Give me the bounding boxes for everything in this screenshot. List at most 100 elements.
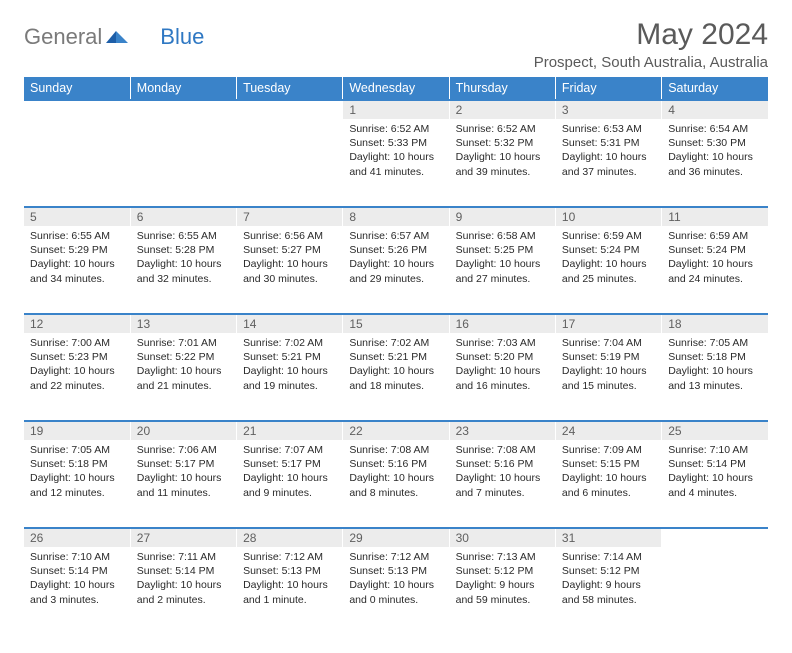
day-cell: Sunrise: 7:00 AMSunset: 5:23 PMDaylight:… [24, 333, 130, 421]
day-cell-body: Sunrise: 6:57 AMSunset: 5:26 PMDaylight:… [343, 226, 448, 292]
day-number-cell: 23 [449, 421, 555, 440]
day-cell: Sunrise: 7:08 AMSunset: 5:16 PMDaylight:… [449, 440, 555, 528]
day-cell: Sunrise: 7:02 AMSunset: 5:21 PMDaylight:… [237, 333, 343, 421]
day-number-cell [662, 528, 768, 547]
month-title: May 2024 [534, 18, 768, 52]
day-cell: Sunrise: 7:10 AMSunset: 5:14 PMDaylight:… [24, 547, 130, 635]
day-cell-body: Sunrise: 7:05 AMSunset: 5:18 PMDaylight:… [24, 440, 130, 506]
day-cell [130, 119, 236, 207]
logo-text-blue: Blue [160, 24, 204, 50]
day-cell-body: Sunrise: 6:52 AMSunset: 5:32 PMDaylight:… [450, 119, 555, 185]
day-cell-body: Sunrise: 7:10 AMSunset: 5:14 PMDaylight:… [24, 547, 130, 613]
day-cell-body: Sunrise: 7:09 AMSunset: 5:15 PMDaylight:… [556, 440, 661, 506]
day-number-cell: 17 [555, 314, 661, 333]
day-cell: Sunrise: 7:14 AMSunset: 5:12 PMDaylight:… [555, 547, 661, 635]
day-cell-body: Sunrise: 7:11 AMSunset: 5:14 PMDaylight:… [131, 547, 236, 613]
day-cell-body: Sunrise: 7:00 AMSunset: 5:23 PMDaylight:… [24, 333, 130, 399]
day-cell: Sunrise: 7:10 AMSunset: 5:14 PMDaylight:… [662, 440, 768, 528]
day-number-cell [24, 100, 130, 119]
day-cell-body: Sunrise: 7:10 AMSunset: 5:14 PMDaylight:… [662, 440, 768, 506]
day-cell-body: Sunrise: 7:12 AMSunset: 5:13 PMDaylight:… [343, 547, 448, 613]
day-number-cell: 22 [343, 421, 449, 440]
day-number-cell: 16 [449, 314, 555, 333]
day-cell-body [662, 547, 768, 556]
day-cell: Sunrise: 6:52 AMSunset: 5:33 PMDaylight:… [343, 119, 449, 207]
day-cell-body: Sunrise: 7:02 AMSunset: 5:21 PMDaylight:… [343, 333, 448, 399]
day-cell-body: Sunrise: 7:02 AMSunset: 5:21 PMDaylight:… [237, 333, 342, 399]
day-cell: Sunrise: 7:04 AMSunset: 5:19 PMDaylight:… [555, 333, 661, 421]
day-number-cell: 30 [449, 528, 555, 547]
day-number-cell: 25 [662, 421, 768, 440]
calendar-page: General Blue May 2024 Prospect, South Au… [0, 0, 792, 653]
calendar-thead: SundayMondayTuesdayWednesdayThursdayFrid… [24, 77, 768, 100]
day-cell: Sunrise: 7:02 AMSunset: 5:21 PMDaylight:… [343, 333, 449, 421]
day-cell-body: Sunrise: 6:59 AMSunset: 5:24 PMDaylight:… [662, 226, 768, 292]
day-content-row: Sunrise: 7:05 AMSunset: 5:18 PMDaylight:… [24, 440, 768, 528]
day-cell: Sunrise: 6:54 AMSunset: 5:30 PMDaylight:… [662, 119, 768, 207]
day-cell: Sunrise: 7:07 AMSunset: 5:17 PMDaylight:… [237, 440, 343, 528]
day-cell: Sunrise: 6:59 AMSunset: 5:24 PMDaylight:… [662, 226, 768, 314]
day-number-cell: 1 [343, 100, 449, 119]
day-number-cell: 19 [24, 421, 130, 440]
day-cell: Sunrise: 7:01 AMSunset: 5:22 PMDaylight:… [130, 333, 236, 421]
day-cell-body: Sunrise: 7:04 AMSunset: 5:19 PMDaylight:… [556, 333, 661, 399]
day-cell: Sunrise: 7:13 AMSunset: 5:12 PMDaylight:… [449, 547, 555, 635]
location-subtitle: Prospect, South Australia, Australia [534, 54, 768, 71]
day-content-row: Sunrise: 7:00 AMSunset: 5:23 PMDaylight:… [24, 333, 768, 421]
day-header: Monday [130, 77, 236, 100]
day-cell-body: Sunrise: 7:08 AMSunset: 5:16 PMDaylight:… [343, 440, 448, 506]
day-cell: Sunrise: 7:11 AMSunset: 5:14 PMDaylight:… [130, 547, 236, 635]
day-number-cell: 9 [449, 207, 555, 226]
day-number-cell: 13 [130, 314, 236, 333]
day-content-row: Sunrise: 6:55 AMSunset: 5:29 PMDaylight:… [24, 226, 768, 314]
day-cell: Sunrise: 7:05 AMSunset: 5:18 PMDaylight:… [24, 440, 130, 528]
day-cell: Sunrise: 6:55 AMSunset: 5:29 PMDaylight:… [24, 226, 130, 314]
day-number-cell: 4 [662, 100, 768, 119]
day-number-cell: 28 [237, 528, 343, 547]
day-cell: Sunrise: 6:56 AMSunset: 5:27 PMDaylight:… [237, 226, 343, 314]
day-number-cell: 31 [555, 528, 661, 547]
day-number-cell: 3 [555, 100, 661, 119]
day-cell-body: Sunrise: 6:59 AMSunset: 5:24 PMDaylight:… [556, 226, 661, 292]
day-number-row: 1234 [24, 100, 768, 119]
day-cell-body [131, 119, 236, 128]
day-header: Friday [555, 77, 661, 100]
day-number-row: 19202122232425 [24, 421, 768, 440]
day-number-cell: 20 [130, 421, 236, 440]
day-cell-body: Sunrise: 6:56 AMSunset: 5:27 PMDaylight:… [237, 226, 342, 292]
day-cell: Sunrise: 6:52 AMSunset: 5:32 PMDaylight:… [449, 119, 555, 207]
day-cell-body: Sunrise: 7:05 AMSunset: 5:18 PMDaylight:… [662, 333, 768, 399]
day-number-row: 567891011 [24, 207, 768, 226]
calendar-body: 1234Sunrise: 6:52 AMSunset: 5:33 PMDayli… [24, 100, 768, 635]
day-cell-body: Sunrise: 6:55 AMSunset: 5:29 PMDaylight:… [24, 226, 130, 292]
day-header: Thursday [449, 77, 555, 100]
day-header: Saturday [662, 77, 768, 100]
day-number-cell: 15 [343, 314, 449, 333]
logo-text-general: General [24, 24, 102, 50]
day-header: Sunday [24, 77, 130, 100]
day-content-row: Sunrise: 6:52 AMSunset: 5:33 PMDaylight:… [24, 119, 768, 207]
day-cell: Sunrise: 7:12 AMSunset: 5:13 PMDaylight:… [343, 547, 449, 635]
day-cell-body [24, 119, 130, 128]
day-cell-body [237, 119, 342, 128]
day-cell: Sunrise: 7:09 AMSunset: 5:15 PMDaylight:… [555, 440, 661, 528]
day-content-row: Sunrise: 7:10 AMSunset: 5:14 PMDaylight:… [24, 547, 768, 635]
day-cell-body: Sunrise: 7:13 AMSunset: 5:12 PMDaylight:… [450, 547, 555, 613]
day-number-cell: 21 [237, 421, 343, 440]
day-number-row: 12131415161718 [24, 314, 768, 333]
day-cell-body: Sunrise: 7:06 AMSunset: 5:17 PMDaylight:… [131, 440, 236, 506]
calendar-table: SundayMondayTuesdayWednesdayThursdayFrid… [24, 77, 768, 635]
day-cell [24, 119, 130, 207]
day-cell: Sunrise: 7:03 AMSunset: 5:20 PMDaylight:… [449, 333, 555, 421]
day-number-cell: 12 [24, 314, 130, 333]
day-number-cell: 18 [662, 314, 768, 333]
brand-logo: General Blue [24, 18, 204, 50]
day-number-cell: 29 [343, 528, 449, 547]
day-cell-body: Sunrise: 7:03 AMSunset: 5:20 PMDaylight:… [450, 333, 555, 399]
page-header: General Blue May 2024 Prospect, South Au… [24, 18, 768, 71]
day-number-cell: 26 [24, 528, 130, 547]
day-number-cell: 2 [449, 100, 555, 119]
day-number-cell: 24 [555, 421, 661, 440]
day-cell-body: Sunrise: 6:58 AMSunset: 5:25 PMDaylight:… [450, 226, 555, 292]
day-cell-body: Sunrise: 6:55 AMSunset: 5:28 PMDaylight:… [131, 226, 236, 292]
